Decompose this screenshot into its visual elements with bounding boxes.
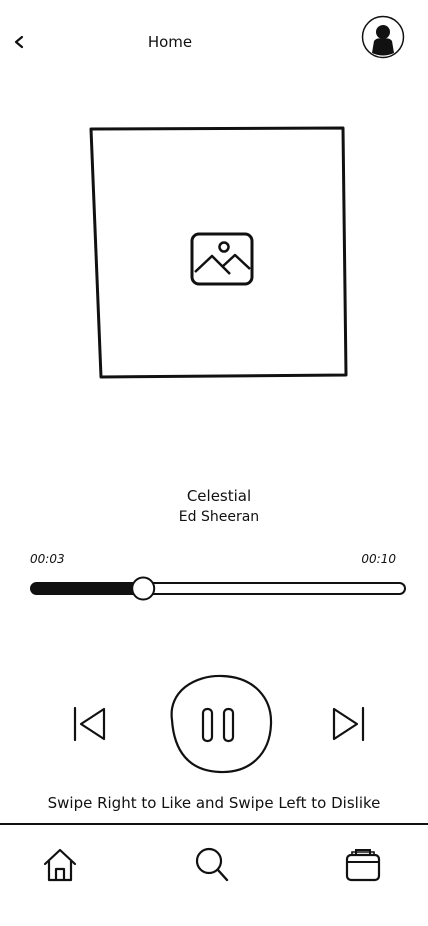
progress-fill (31, 583, 144, 594)
album-art (88, 126, 348, 380)
library-icon (345, 849, 381, 882)
nav-home[interactable] (40, 845, 80, 885)
progress-slider[interactable] (28, 574, 408, 604)
image-placeholder-icon (190, 232, 254, 286)
back-button[interactable] (10, 31, 30, 53)
progress-thumb (131, 576, 156, 601)
skip-next-icon (332, 706, 365, 742)
nav-library[interactable] (343, 845, 383, 885)
pause-button[interactable] (164, 672, 276, 776)
user-avatar-icon (361, 15, 405, 59)
current-time: 00:03 (30, 552, 65, 566)
home-icon (43, 848, 77, 882)
chevron-left-icon (14, 35, 24, 49)
track-title: Celestial (186, 487, 252, 505)
pause-icon (170, 674, 273, 774)
previous-button[interactable] (70, 702, 110, 746)
skip-previous-icon (73, 706, 106, 742)
next-button[interactable] (328, 702, 368, 746)
bottom-nav-divider (0, 823, 428, 825)
page-title: Home (147, 33, 193, 51)
search-icon (195, 847, 229, 882)
swipe-hint: Swipe Right to Like and Swipe Left to Di… (47, 794, 381, 812)
nav-search[interactable] (192, 845, 232, 885)
track-artist: Ed Sheeran (178, 509, 260, 525)
avatar[interactable] (361, 15, 405, 59)
total-time: 00:10 (361, 552, 396, 566)
